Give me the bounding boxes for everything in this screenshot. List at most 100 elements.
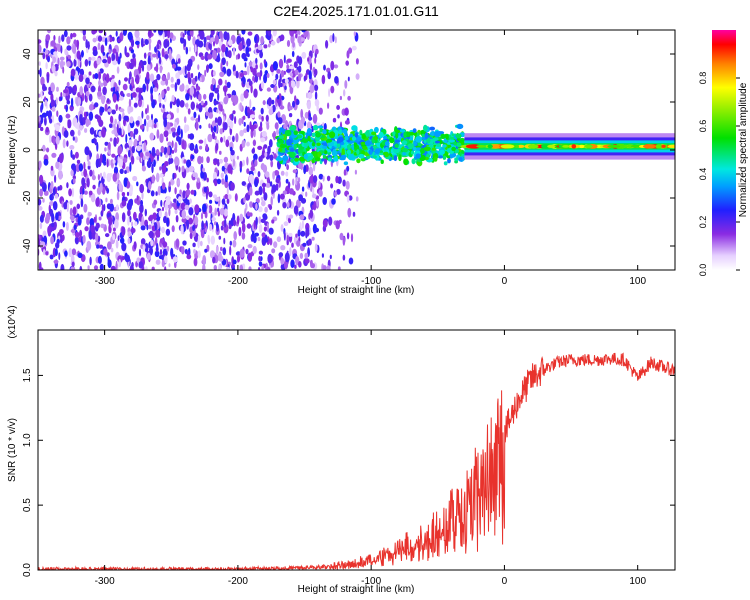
spectrogram-noise-mark (347, 207, 352, 218)
spectrogram-noise-mark (62, 66, 65, 74)
spectrogram-noise-mark (334, 76, 339, 84)
spectrogram-noise-mark (258, 206, 263, 213)
spectrogram-noise-mark (38, 261, 42, 270)
spectrogram-noise-mark (99, 263, 104, 270)
spectrogram-noise-mark (51, 115, 55, 123)
snr-x-ticks: -300 -200 -100 0 100 (95, 330, 646, 587)
snr-frame (37, 329, 676, 571)
spectrogram-noise-mark (200, 170, 205, 179)
spectrogram-noise-mark (107, 256, 110, 264)
spectrogram-noise-mark (242, 263, 246, 270)
spectrogram-noise-mark (146, 104, 149, 114)
spectrogram-noise-mark (98, 216, 102, 221)
spectrogram-noise-mark (57, 215, 62, 220)
spectrogram-noise-mark (109, 115, 114, 124)
spectrogram-noise-mark (72, 32, 77, 38)
spectrogram-noise-mark (181, 141, 185, 150)
spectrogram-noise-mark (355, 73, 360, 80)
spectrogram-noise-mark (302, 242, 307, 247)
spectrogram-noise-mark (268, 43, 271, 48)
spectrogram-noise-mark (308, 79, 313, 84)
spectrogram-noise-mark (133, 138, 138, 147)
spectrogram-noise-mark (293, 205, 299, 215)
spectrogram-noise-mark (169, 32, 174, 39)
spectrogram-noise-mark (251, 148, 255, 154)
spectrogram-noise-mark (210, 235, 215, 245)
spectrogram-signal-mark (275, 156, 283, 162)
spectrogram-noise-mark (106, 187, 110, 194)
spectrogram-noise-mark (241, 52, 247, 60)
spectrogram-noise-mark (107, 241, 112, 250)
spectrogram-signal-mark (280, 144, 288, 148)
spectrogram-band-peak-mark (562, 145, 570, 148)
spectrogram-noise-mark (278, 58, 284, 69)
spectrogram-noise-mark (172, 172, 175, 180)
spectrogram-noise-mark (241, 36, 244, 46)
spectrogram-noise-mark (90, 224, 96, 234)
spectrogram-noise-mark (194, 216, 199, 226)
spectrogram-noise-mark (155, 149, 160, 155)
spectrogram-noise-mark (257, 145, 263, 150)
spectrogram-noise-mark (207, 234, 210, 243)
spectrogram-noise-mark (103, 248, 108, 256)
spectrogram-noise-mark (129, 215, 132, 223)
spectrogram-noise-mark (216, 47, 221, 53)
spectrogram-noise-mark (111, 109, 116, 115)
spectrogram-noise-mark (156, 43, 160, 50)
spectrogram-noise-mark (188, 77, 192, 85)
spectrogram-noise-mark (163, 216, 167, 224)
spectrogram-noise-mark (71, 187, 74, 198)
spectrogram-noise-mark (162, 206, 164, 212)
spectrogram-noise-mark (318, 180, 321, 189)
spectrogram-noise-mark (158, 210, 162, 218)
spectrogram-noise-mark (205, 143, 209, 151)
spectrogram-noise-mark (254, 178, 259, 188)
spectrogram-noise-mark (247, 53, 250, 58)
spectrogram-y-tick-label: 0 (22, 147, 33, 153)
spectrogram-noise-mark (171, 149, 175, 154)
spectrogram-signal-mark (431, 147, 436, 151)
spectrogram-noise-mark (189, 86, 195, 96)
spectrogram-noise-mark (217, 116, 222, 126)
spectrogram-noise-mark (280, 99, 283, 109)
spectrogram-noise-mark (55, 161, 60, 169)
spectrogram-noise-mark (141, 165, 146, 172)
spectrogram-noise-mark (223, 237, 226, 245)
spectrogram-signal-mark (403, 158, 409, 166)
spectrogram-noise-mark (136, 145, 142, 152)
spectrogram-noise-mark (74, 136, 78, 143)
spectrogram-noise-mark (146, 160, 152, 169)
spectrogram-noise-mark (167, 145, 170, 156)
spectrogram-noise-mark (308, 166, 314, 176)
spectrogram-noise-mark (110, 247, 114, 253)
spectrogram-noise-mark (136, 257, 141, 264)
spectrogram-noise-mark (153, 199, 158, 206)
spectrogram-noise-mark (156, 216, 161, 222)
spectrogram-noise-mark (86, 47, 89, 54)
spectrogram-noise-mark (233, 46, 235, 56)
spectrogram-noise-mark (224, 180, 229, 189)
spectrogram-noise-mark (126, 93, 131, 97)
spectrogram-signal-mark (293, 130, 299, 136)
spectrogram-noise-mark (266, 122, 270, 130)
spectrogram-noise-mark (248, 61, 253, 66)
colorbar-label: Normalized spectral amplitude (738, 82, 749, 217)
spectrogram-noise-mark (269, 237, 273, 246)
spectrogram-marks (38, 30, 675, 270)
spectrogram-noise-mark (242, 115, 246, 121)
spectrogram-noise-mark (43, 190, 49, 196)
spectrogram-noise-mark (301, 30, 306, 33)
colorbar-tick-label: 0.0 (698, 264, 708, 277)
spectrogram-noise-mark (252, 106, 256, 111)
spectrogram-noise-mark (48, 111, 51, 120)
spectrogram-noise-mark (83, 168, 88, 178)
spectrogram-noise-mark (229, 146, 233, 152)
spectrogram-noise-mark (252, 235, 257, 244)
spectrogram-signal-mark (395, 132, 399, 139)
spectrogram-noise-mark (183, 38, 187, 48)
spectrogram-noise-mark (115, 104, 118, 112)
spectrogram-band-peak-mark (491, 144, 502, 149)
spectrogram-noise-mark (128, 98, 132, 108)
spectrogram-noise-mark (43, 248, 46, 256)
spectrogram-noise-mark (190, 73, 194, 79)
